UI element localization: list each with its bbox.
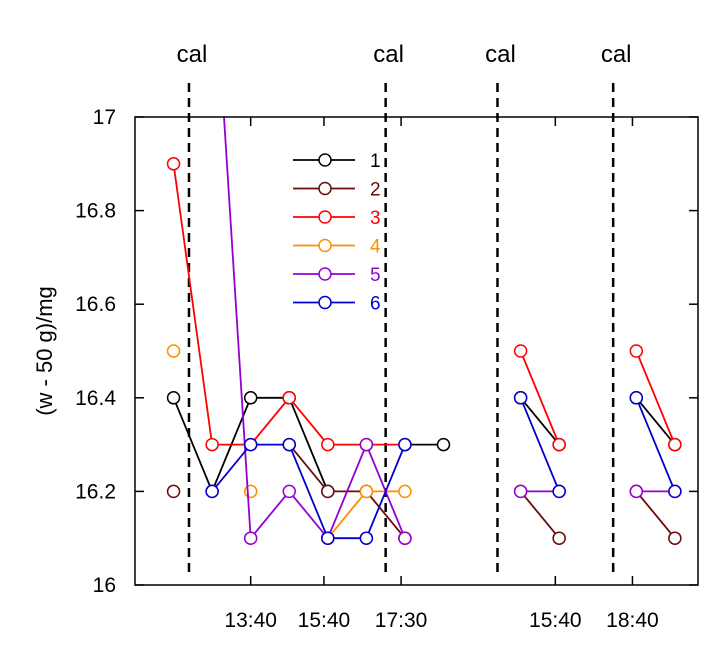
y-axis-label: (w - 50 g)/mg [32, 286, 57, 416]
calibration-label: cal [373, 41, 404, 68]
legend-marker [318, 153, 332, 167]
data-point [629, 484, 644, 499]
data-point [243, 484, 258, 499]
calibration-label: cal [601, 41, 632, 68]
data-point [282, 437, 296, 452]
data-point [166, 344, 181, 358]
x-tick-label: 15:40 [298, 609, 351, 632]
plot-frame [134, 116, 699, 586]
calibration-label: cal [485, 41, 516, 68]
y-tick-label: 16.4 [75, 387, 116, 410]
data-point [668, 531, 682, 545]
data-point [282, 484, 296, 499]
legend-marker [318, 238, 332, 253]
data-point [321, 437, 335, 452]
series-line [635, 397, 676, 492]
x-tick-label: 15:40 [529, 609, 582, 632]
legend: 1 2 3 4 5 6 [293, 151, 381, 315]
series-line [635, 397, 676, 446]
calibration-markers: cal cal cal cal [177, 41, 632, 572]
x-axis: 13:40 15:40 17:30 15:40 18:40 [224, 117, 659, 632]
x-tick-label: 13:40 [224, 609, 277, 632]
data-point [629, 344, 644, 358]
data-point [668, 437, 682, 452]
data-point [243, 531, 258, 545]
data-point [552, 484, 566, 499]
legend-label: 1 [370, 151, 381, 172]
data-point [513, 391, 528, 405]
calibration-label: cal [177, 41, 208, 68]
series-line [635, 350, 676, 445]
data-point [668, 484, 682, 499]
y-tick-label: 16.6 [75, 293, 116, 316]
legend-marker [318, 295, 332, 310]
series-line [211, 443, 406, 540]
data-point [398, 531, 412, 545]
data-point [243, 391, 258, 405]
data-point [359, 531, 374, 545]
legend-marker [318, 181, 332, 196]
legend-label: 4 [370, 237, 381, 258]
series-line [635, 490, 676, 539]
series-6 [205, 391, 682, 545]
data-point [629, 391, 644, 405]
data-point [243, 437, 258, 452]
y-tick-label: 16 [93, 574, 116, 597]
series-5 [223, 117, 682, 545]
series-layer [166, 117, 682, 545]
series-line [519, 490, 560, 539]
y-tick-label: 16.2 [75, 480, 116, 503]
data-point [205, 437, 219, 452]
series-line [327, 490, 405, 539]
data-point [166, 391, 181, 405]
legend-marker [318, 267, 332, 281]
y-tick-label: 17 [93, 106, 116, 129]
legend-label: 5 [370, 265, 381, 286]
x-tick-label: 17:30 [375, 609, 428, 632]
data-point [321, 531, 335, 545]
series-line [519, 397, 561, 492]
data-point [282, 391, 296, 405]
data-point [321, 484, 335, 499]
series-line [223, 117, 406, 541]
data-point [552, 437, 566, 452]
legend-label: 6 [370, 294, 381, 315]
series-3 [166, 157, 682, 452]
legend-label: 2 [370, 180, 381, 201]
x-tick-label: 18:40 [606, 609, 659, 632]
series-line [519, 397, 560, 446]
data-point [398, 484, 412, 499]
legend-label: 3 [370, 208, 381, 229]
data-point [513, 344, 528, 358]
data-point [359, 484, 374, 499]
data-point [205, 484, 219, 499]
data-point [552, 531, 566, 545]
data-point [166, 157, 181, 171]
data-point [513, 484, 528, 499]
data-point [166, 484, 181, 499]
data-point [398, 437, 412, 452]
series-line [519, 350, 561, 445]
data-point [359, 437, 374, 452]
y-tick-label: 16.8 [75, 200, 116, 223]
legend-marker [318, 210, 332, 224]
data-point [436, 437, 451, 452]
